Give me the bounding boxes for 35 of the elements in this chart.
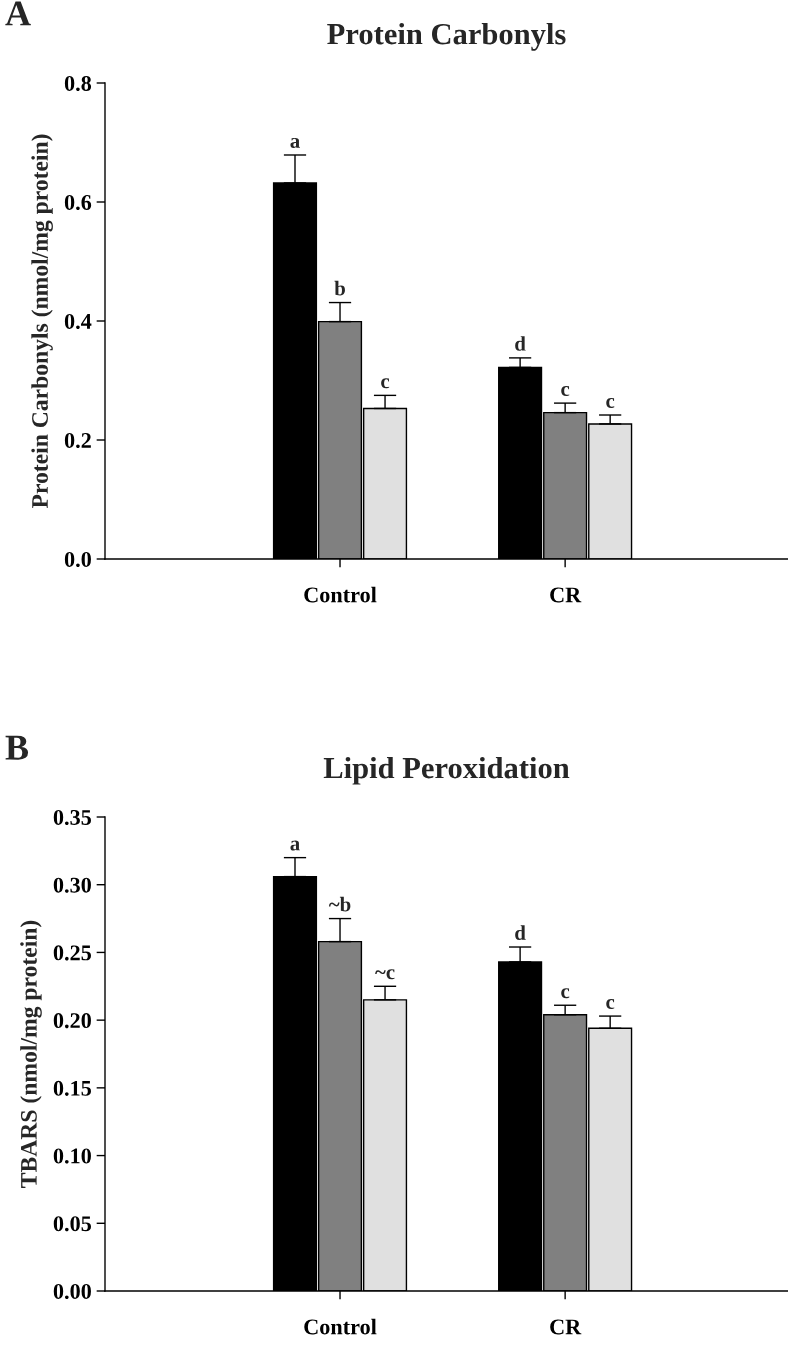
x-tick-label: CR <box>550 1319 582 1335</box>
text: A <box>5 1 31 26</box>
y-tick-label: 0.00 <box>53 1283 91 1300</box>
data-label: a <box>290 137 300 148</box>
data-label: c <box>381 378 390 389</box>
data-label: ~c <box>375 969 395 980</box>
y-tick-label: 0.4 <box>64 313 92 330</box>
data-label: d <box>515 925 526 940</box>
data-label: c <box>561 988 570 999</box>
y-tick-label: 0.35 <box>53 809 91 826</box>
y-tick-label: 0.25 <box>53 945 91 961</box>
data-label: c <box>606 998 615 1009</box>
x-tick-label: Control <box>304 1318 377 1335</box>
x-tick-label: CR <box>550 587 582 603</box>
y-tick-label: 0.6 <box>64 194 92 211</box>
y-tick-label: 0.10 <box>53 1148 91 1164</box>
chart-title: Protein Carbonyls <box>327 22 566 51</box>
data-label: c <box>561 386 570 397</box>
x-tick-label: Control <box>304 586 377 603</box>
y-axis-title: TBARS (nmol/mg protein) <box>20 920 42 1188</box>
chart-title: Lipid Peroxidation <box>323 756 570 785</box>
y-tick-label: 0.0 <box>64 551 91 568</box>
data-label: c <box>606 397 615 408</box>
y-tick-label: 0.15 <box>53 1080 91 1096</box>
data-label: d <box>515 336 526 351</box>
y-tick-label: 0.30 <box>53 877 91 893</box>
data-label: a <box>290 840 300 851</box>
data-label: b <box>334 280 345 296</box>
y-axis-title: Protein Carbonyls (nmol/mg protein) <box>31 134 53 509</box>
text: B <box>5 735 29 760</box>
y-tick-label: 0.2 <box>64 432 91 449</box>
y-tick-label: 0.8 <box>64 75 92 92</box>
y-tick-label: 0.05 <box>53 1216 91 1232</box>
y-tick-label: 0.20 <box>53 1013 91 1029</box>
data-label: ~b <box>328 896 351 912</box>
